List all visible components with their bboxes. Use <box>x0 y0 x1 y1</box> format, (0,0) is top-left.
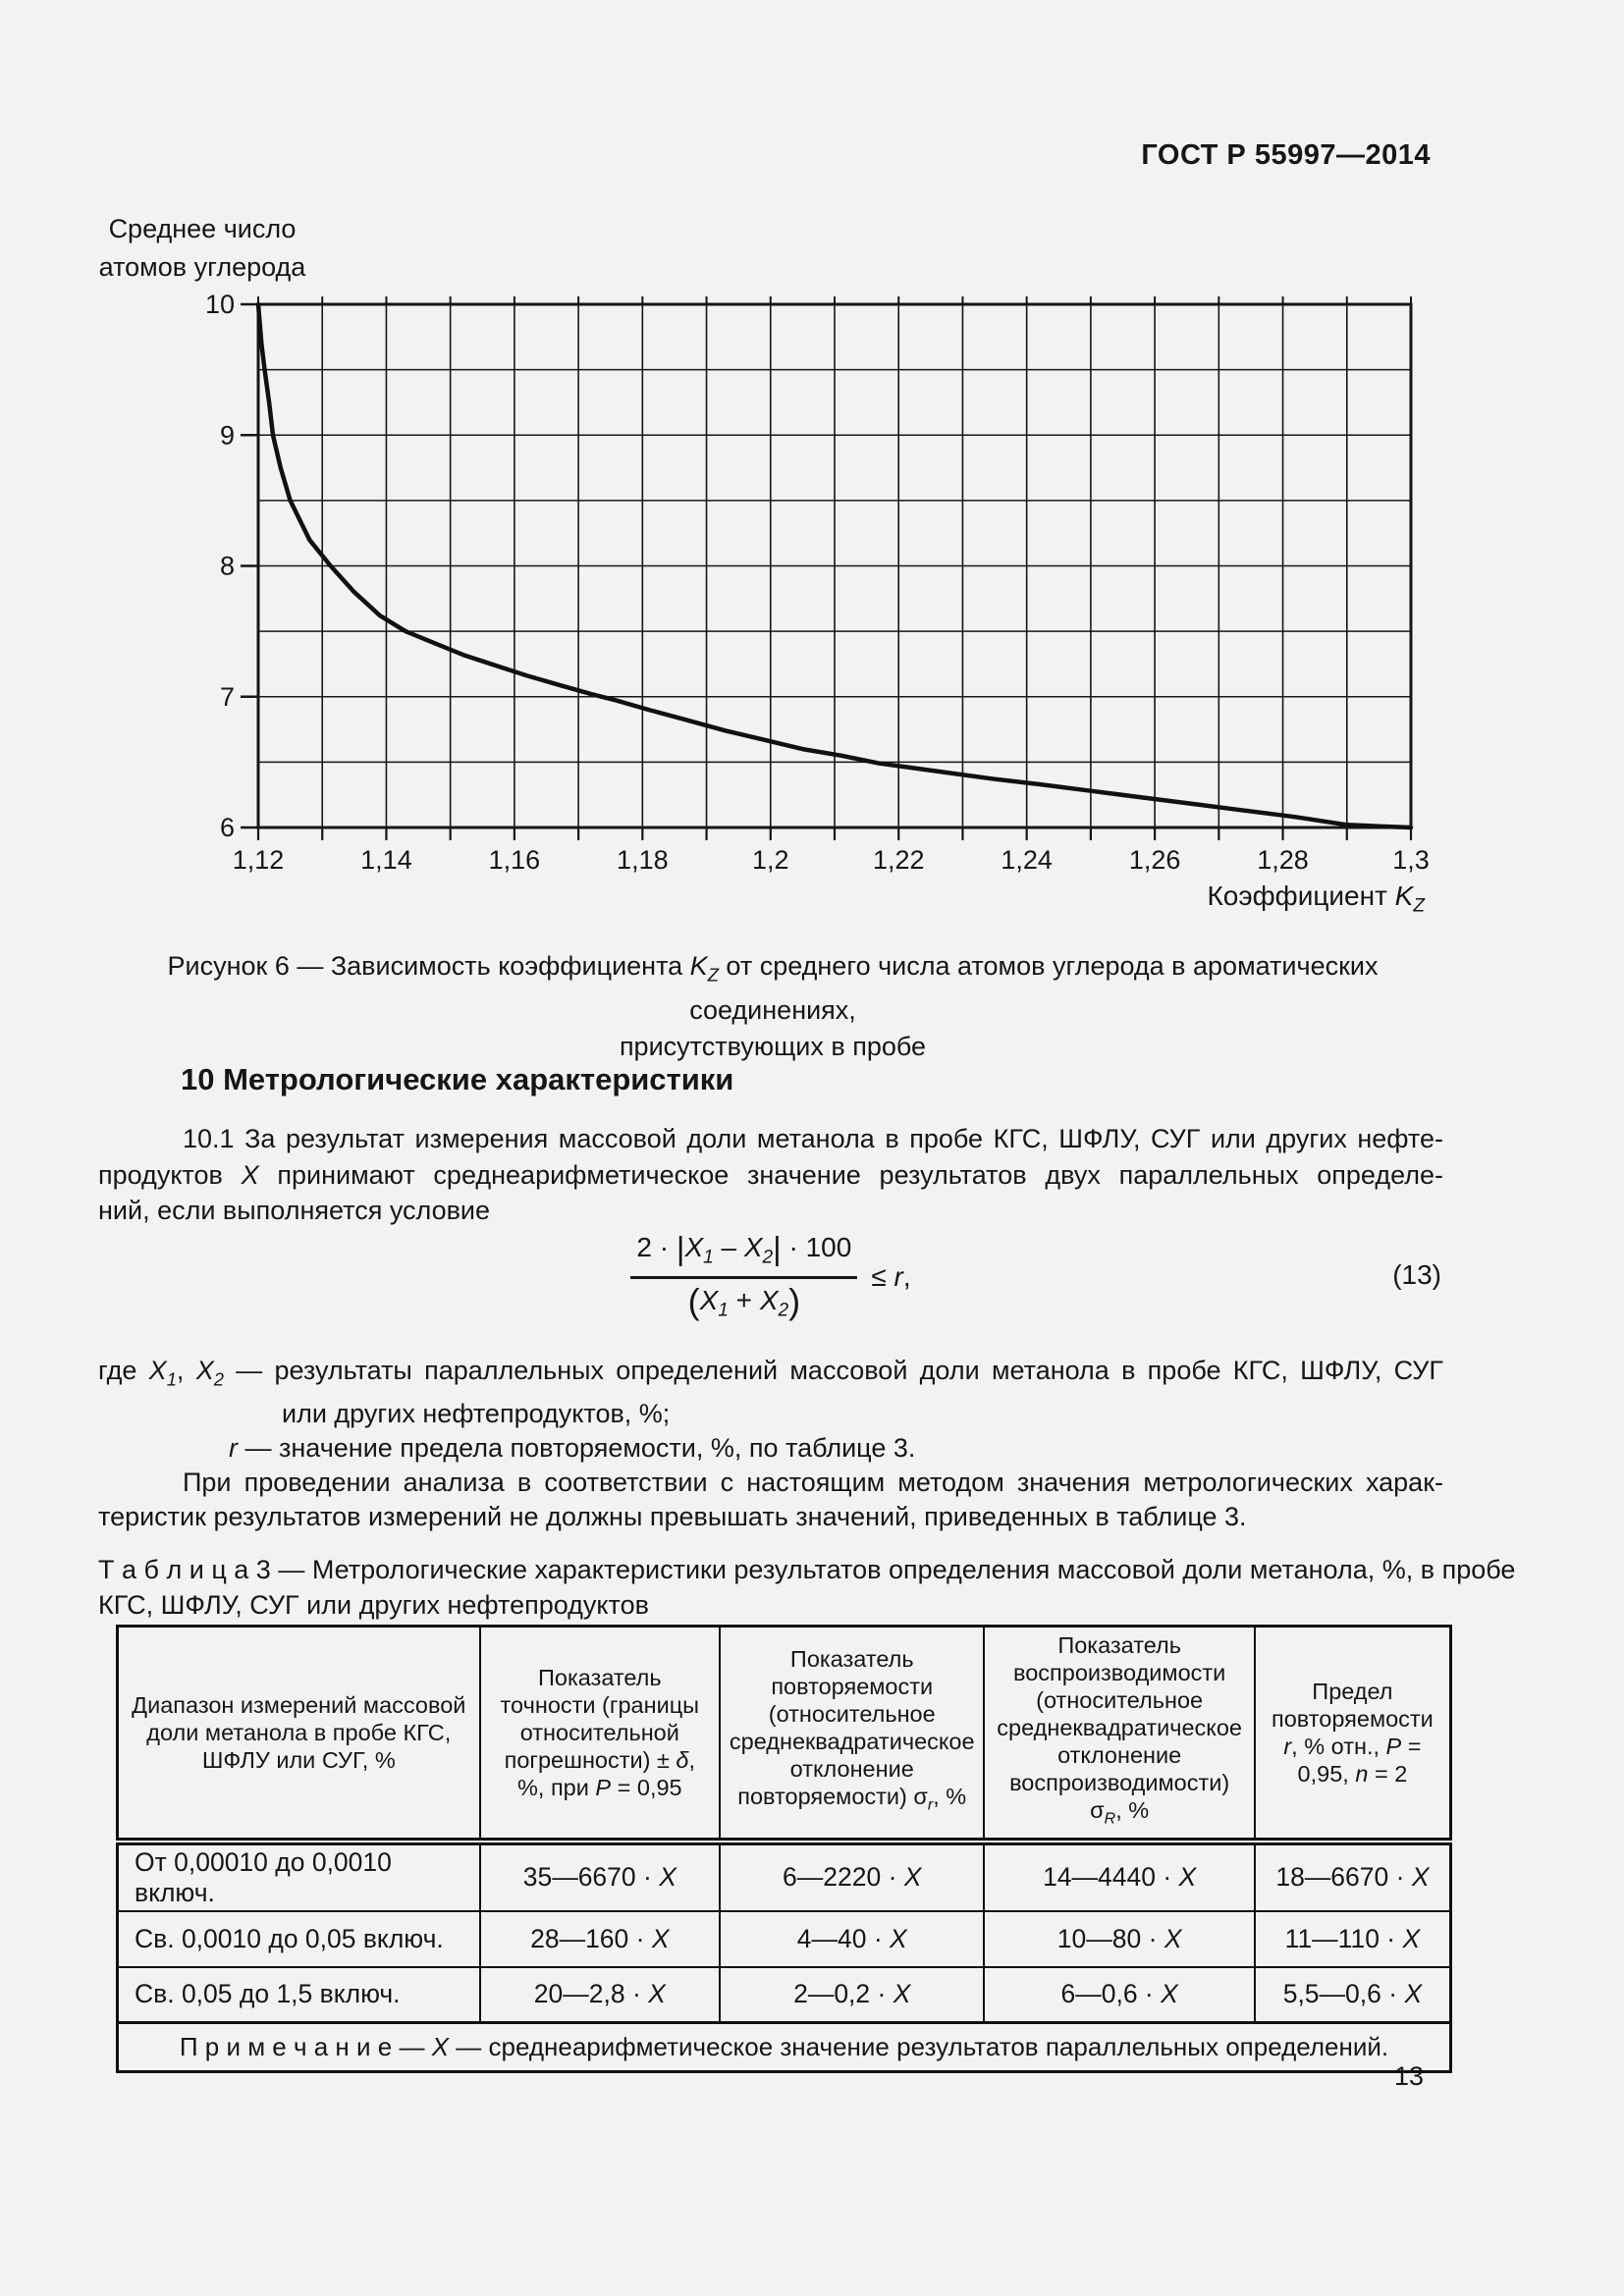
cell-repeatability: 2—0,2 · X <box>719 1965 986 2024</box>
document-title: ГОСТ Р 55997—2014 <box>1141 139 1431 171</box>
formula-13: 2 · |X1 – X2| · 100 (X1 + X2) ≤ r, (13) <box>98 1222 1443 1332</box>
col-header-limit: Предел повторяемости r, % отн., P = 0,95… <box>1253 1625 1452 1845</box>
formula-number: (13) <box>1392 1259 1441 1290</box>
svg-text:1,2: 1,2 <box>752 845 789 875</box>
cell-limit: 11—110 · X <box>1253 1909 1452 1968</box>
table-row: От 0,00010 до 0,0010 включ. 35—6670 · X … <box>116 1840 1452 1912</box>
svg-text:1,26: 1,26 <box>1129 845 1181 875</box>
cell-range: От 0,00010 до 0,0010 включ. <box>116 1840 481 1912</box>
cell-repeatability: 6—2220 · X <box>719 1840 986 1912</box>
kz-symbol: K <box>1394 881 1414 911</box>
cell-accuracy: 20—2,8 · X <box>478 1965 722 2024</box>
table-3: Диапазон измерений массовой доли метанол… <box>116 1625 1452 2074</box>
formula-fraction: 2 · |X1 – X2| · 100 (X1 + X2) <box>630 1230 858 1321</box>
where-line-x-cont: или других нефтепродуктов, %; <box>282 1398 671 1428</box>
section-10-heading: 10 Метрологические характеристики <box>181 1062 734 1096</box>
table-3-caption: Т а б л и ц а 3 — Метрологические характ… <box>98 1552 1516 1623</box>
formula-numerator: 2 · |X1 – X2| · 100 <box>630 1230 858 1279</box>
cell-reproducibility: 10—80 · X <box>983 1909 1256 1968</box>
figure-6-caption-line1: Рисунок 6 — Зависимость коэффициента KZ … <box>167 951 1379 1026</box>
col-header-accuracy: Показатель точности (границы относительн… <box>478 1625 722 1845</box>
cell-range: Св. 0,0010 до 0,05 включ. <box>116 1909 481 1968</box>
kz-symbol-sub: Z <box>1413 895 1425 917</box>
paragraph-10-1-line2: продуктов X принимают среднеарифметическ… <box>98 1159 1443 1190</box>
abs-bar-left: | <box>676 1230 685 1267</box>
paragraph-10-1-line1: 10.1 За результат измерения массовой дол… <box>183 1124 1443 1153</box>
cell-limit: 5,5—0,6 · X <box>1253 1965 1452 2024</box>
cell-reproducibility: 6—0,6 · X <box>983 1965 1256 2024</box>
svg-text:8: 8 <box>220 552 235 581</box>
where-line-r: r — значение предела повторяемости, %, п… <box>229 1432 916 1463</box>
cell-limit: 18—6670 · X <box>1253 1840 1452 1912</box>
figure-6-caption: Рисунок 6 — Зависимость коэффициента KZ … <box>90 948 1455 1065</box>
svg-text:1,12: 1,12 <box>233 845 285 875</box>
cell-accuracy: 35—6670 · X <box>478 1840 722 1912</box>
table-header-row: Диапазон измерений массовой доли метанол… <box>116 1625 1452 1845</box>
page-number: 13 <box>1393 2061 1425 2091</box>
paragraph-10-1: 10.1 За результат измерения массовой дол… <box>98 1121 1443 1229</box>
table-row: Св. 0,05 до 1,5 включ. 20—2,8 · X 2—0,2 … <box>116 1965 1452 2024</box>
svg-text:1,14: 1,14 <box>360 845 412 875</box>
chart-y-axis-title-line1: Среднее число <box>108 214 297 243</box>
figure-6-caption-line2: присутствующих в пробе <box>619 1032 927 1062</box>
formula-relation: ≤ r, <box>871 1261 911 1292</box>
paragraph-10-1-line3: ний, если выполняется условие <box>98 1196 491 1225</box>
formula-denominator: (X1 + X2) <box>687 1281 801 1321</box>
chart-x-axis-title: Коэффициент KZ <box>1207 881 1425 918</box>
svg-text:6: 6 <box>220 813 235 842</box>
paren-close: ) <box>788 1281 801 1321</box>
cell-range: Св. 0,05 до 1,5 включ. <box>116 1965 481 2024</box>
cell-repeatability: 4—40 · X <box>719 1909 986 1968</box>
table-note-row: П р и м е ч а н и е — X — среднеарифмети… <box>116 2021 1452 2073</box>
abs-bar-right: | <box>773 1230 782 1267</box>
where-line-x: где X1, X2 — результаты параллельных опр… <box>98 1356 1443 1390</box>
analysis-note-line1: При проведении анализа в соответствии с … <box>183 1468 1443 1497</box>
svg-text:1,3: 1,3 <box>1392 845 1430 875</box>
svg-text:1,16: 1,16 <box>489 845 541 875</box>
table-row: Св. 0,0010 до 0,05 включ. 28—160 · X 4—4… <box>116 1909 1452 1968</box>
cell-accuracy: 28—160 · X <box>478 1909 722 1968</box>
where-definitions: где X1, X2 — результаты параллельных опр… <box>98 1354 1443 1534</box>
svg-text:1,28: 1,28 <box>1257 845 1309 875</box>
x-axis-title-text: Коэффициент <box>1207 881 1395 911</box>
table-3-caption-line1: Т а б л и ц а 3 — Метрологические характ… <box>98 1555 1516 1584</box>
svg-text:1,18: 1,18 <box>617 845 669 875</box>
paren-open: ( <box>687 1281 700 1321</box>
table-3-caption-line2: КГС, ШФЛУ, СУГ или других нефтепродуктов <box>98 1590 649 1620</box>
col-header-reproducibility: Показатель воспроизводимости (относитель… <box>983 1625 1256 1845</box>
figure-6-chart: 6 7 8 9 10 1,12 1,14 1,16 1,18 1,2 1,22 1,24 1,26 1,2… <box>205 294 1430 875</box>
svg-text:7: 7 <box>220 682 235 712</box>
svg-text:1,22: 1,22 <box>873 845 925 875</box>
table-note: П р и м е ч а н и е — X — среднеарифмети… <box>116 2021 1452 2073</box>
col-header-range: Диапазон измерений массовой доли метанол… <box>116 1625 481 1845</box>
svg-text:10: 10 <box>205 294 235 319</box>
svg-text:9: 9 <box>220 420 235 450</box>
chart-y-axis-title-line2: атомов углерода <box>98 252 306 282</box>
chart-y-axis-title: Среднее число атомов углерода <box>77 210 328 287</box>
col-header-repeatability: Показатель повторяемости (относительное … <box>719 1625 986 1845</box>
analysis-note-line2: теристик результатов измерений не должны… <box>98 1502 1247 1532</box>
svg-text:1,24: 1,24 <box>1001 845 1053 875</box>
cell-reproducibility: 14—4440 · X <box>983 1840 1256 1912</box>
